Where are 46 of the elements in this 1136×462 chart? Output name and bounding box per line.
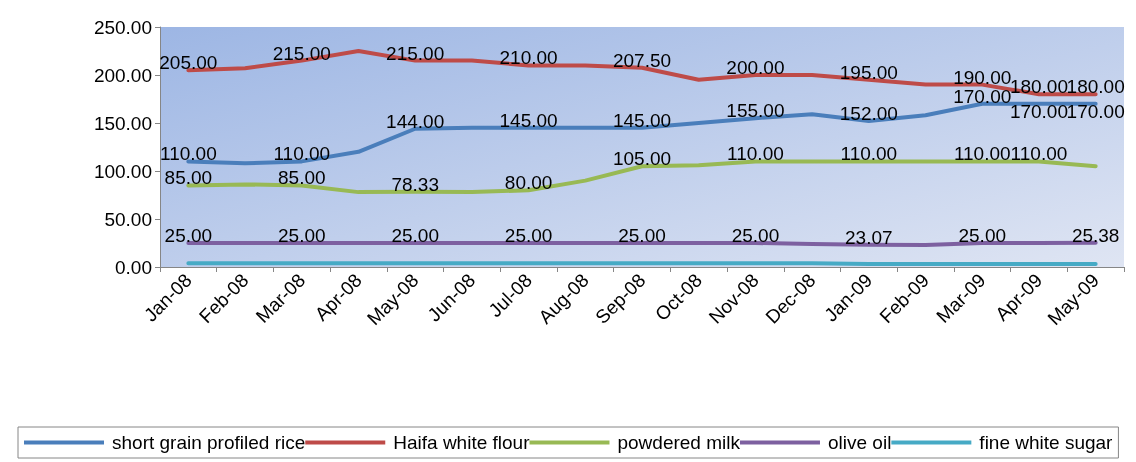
- data-label: 205.00: [159, 52, 218, 74]
- y-tick-label: 150.00: [93, 112, 152, 134]
- legend-label: fine white sugar: [979, 432, 1114, 453]
- data-label: 215.00: [272, 42, 331, 64]
- y-tick-label: 200.00: [93, 64, 152, 86]
- data-label: 25.00: [618, 225, 666, 246]
- data-label: 25.00: [504, 225, 553, 246]
- data-label: 152.00: [839, 103, 898, 125]
- y-tick-label: 100.00: [93, 160, 152, 182]
- data-label: 155.00: [726, 100, 785, 122]
- data-label: 25.00: [958, 225, 1007, 246]
- data-label: 110.00: [953, 143, 1011, 165]
- legend-label: olive oil: [827, 432, 892, 453]
- data-label: 25.00: [731, 225, 780, 246]
- data-label: 25.00: [277, 225, 326, 246]
- data-label: 85.00: [164, 167, 213, 189]
- data-label: 23.07: [845, 226, 893, 248]
- legend-label: short grain profiled rice: [112, 432, 306, 453]
- data-label: 110.00: [1010, 143, 1068, 165]
- data-label: 110.00: [160, 143, 217, 165]
- data-label: 190.00: [953, 66, 1012, 88]
- y-tick-label: 250.00: [93, 16, 152, 38]
- y-tick-label: 0.00: [115, 256, 152, 278]
- data-label: 145.00: [499, 109, 558, 131]
- legend-label: Haifa white flour: [393, 432, 531, 453]
- data-label: 110.00: [273, 143, 331, 165]
- data-label: 85.00: [277, 167, 326, 189]
- data-label: 110.00: [727, 143, 784, 165]
- data-label: 144.00: [386, 110, 445, 132]
- data-label: 170.00: [1009, 100, 1068, 122]
- data-label: 215.00: [386, 42, 445, 64]
- data-label: 145.00: [612, 109, 672, 131]
- data-label: 80.00: [504, 172, 553, 194]
- data-label: 170.00: [953, 85, 1012, 107]
- data-label: 200.00: [726, 57, 785, 78]
- data-label: 207.50: [612, 49, 672, 71]
- data-label: 25.00: [391, 225, 439, 246]
- data-label: 195.00: [839, 61, 898, 83]
- data-label: 105.00: [612, 148, 672, 170]
- legend-label: powdered milk: [617, 432, 741, 453]
- data-label: 25.38: [1071, 224, 1120, 246]
- data-label: 110.00: [840, 143, 898, 165]
- y-tick-label: 50.00: [104, 208, 152, 230]
- data-label: 25.00: [164, 225, 213, 246]
- data-label: 78.33: [391, 173, 439, 195]
- data-label: 210.00: [499, 47, 558, 69]
